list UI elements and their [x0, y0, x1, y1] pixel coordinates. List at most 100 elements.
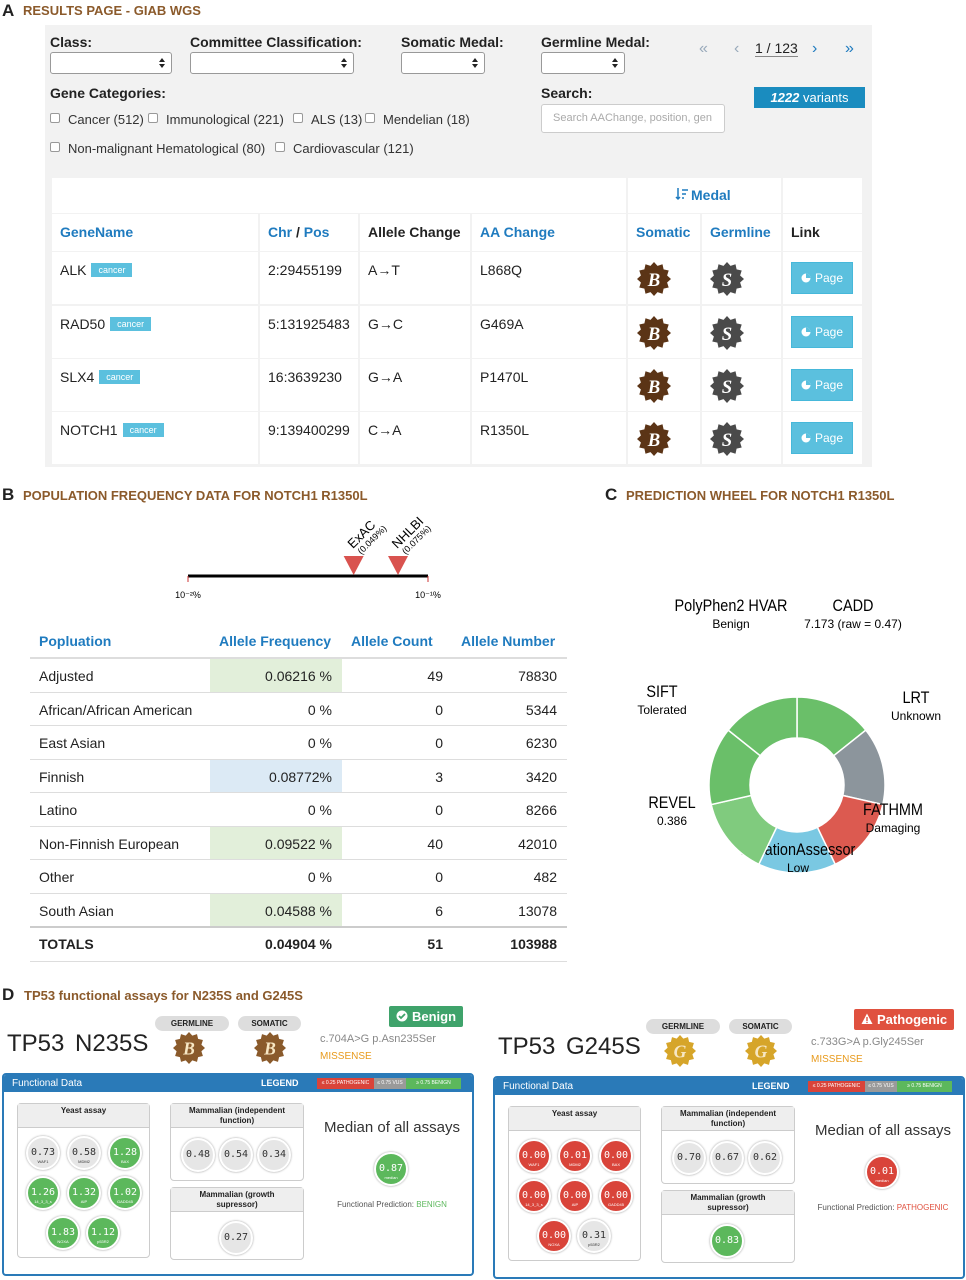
search-input[interactable]: Search AAChange, position, gen — [541, 104, 725, 133]
column-header[interactable]: Allele Count — [351, 633, 433, 649]
page-button[interactable]: Page — [791, 422, 853, 454]
filter-select[interactable] — [190, 52, 354, 74]
medal: B — [637, 316, 671, 350]
assay-circle: 0.00 AIP — [558, 1179, 592, 1213]
pagination-first[interactable]: « — [699, 40, 708, 57]
page-button-label[interactable]: Page — [814, 271, 844, 285]
checkbox[interactable] — [50, 142, 60, 152]
medal-letter: S — [722, 430, 732, 451]
column-header[interactable]: Somatic — [636, 224, 691, 240]
legend-item: ≤ 0.75 VUS — [374, 1078, 406, 1089]
wheel-segment — [727, 696, 798, 757]
medal-star — [710, 262, 744, 296]
functional-title: Functional Data — [503, 1081, 574, 1092]
assay-label: median — [875, 1178, 889, 1183]
assay-circle: 1.02 GADD45 — [108, 1176, 142, 1210]
assay-value: 0.27 — [223, 1232, 249, 1243]
table-cell — [260, 252, 358, 304]
medal: S — [710, 262, 744, 296]
page-button-label[interactable]: Page — [814, 378, 844, 392]
medal-letter: B — [647, 430, 660, 451]
assay-label: 14_3_3_s — [34, 1199, 52, 1204]
row-rule — [30, 960, 567, 962]
totals-rule — [30, 926, 567, 928]
assay-value: 0.70 — [676, 1152, 702, 1163]
assay-value: 1.83 — [50, 1227, 76, 1238]
assay-circle: 0.83 — [710, 1224, 744, 1258]
assay-label: AIP — [571, 1202, 579, 1207]
somatic-pill: SOMATIC — [729, 1019, 792, 1034]
medal-header[interactable]: Medal — [691, 187, 731, 203]
page-button[interactable]: Page — [791, 262, 853, 294]
table-cell — [52, 306, 258, 358]
legend-item: ≥ 0.75 BENIGN — [406, 1078, 461, 1089]
table-cell — [360, 252, 470, 304]
gene-tag: cancer — [122, 423, 164, 437]
header-chr[interactable]: Chr — [268, 224, 293, 240]
assay-value: 0.83 — [714, 1235, 740, 1246]
assay-value: 0.73 — [30, 1147, 56, 1158]
filter-select[interactable] — [401, 52, 485, 74]
table-text: 49 — [427, 668, 443, 684]
af-cell — [210, 659, 342, 693]
table-cell — [52, 178, 626, 213]
table-cell — [260, 359, 358, 411]
page-button-label[interactable]: Page — [814, 325, 844, 339]
header-pos[interactable]: Pos — [303, 224, 330, 240]
table-text: 5344 — [525, 701, 557, 718]
pagination-last[interactable]: » — [845, 40, 854, 57]
filter-select[interactable] — [541, 52, 625, 74]
germline-pill: GERMLINE — [155, 1016, 229, 1031]
checkbox[interactable] — [275, 142, 285, 152]
table-text: 0.06216 % — [265, 668, 332, 684]
checkbox[interactable] — [148, 113, 158, 123]
table-cell: Somatic — [628, 214, 700, 251]
column-header[interactable]: Germline — [710, 224, 771, 240]
table-text: 6230 — [525, 735, 557, 751]
row-rule — [30, 825, 567, 827]
position: 2:29455199 — [268, 262, 342, 278]
classification-badge: Pathogenic — [854, 1009, 955, 1030]
column-header[interactable]: Allele Frequency — [219, 633, 332, 649]
medal-letter: S — [722, 377, 732, 398]
pagination-prev[interactable]: ‹ — [734, 40, 740, 57]
pagination-next[interactable]: › — [812, 40, 818, 57]
frequency-track: 10⁻²% 10⁻¹% ExAC(0.049%) NHLBI(0.075%) — [175, 514, 441, 600]
column-header[interactable]: GeneName — [60, 224, 134, 240]
marker-label: NHLBI(0.075%) — [389, 514, 433, 557]
filter-select[interactable] — [50, 52, 172, 74]
predictor-detail: Damaging — [866, 821, 921, 835]
predictor-name: LRT — [902, 689, 929, 707]
legend-item: ≤ 0.25 PATHOGENIC — [317, 1078, 374, 1089]
column-header[interactable]: Allele Number — [461, 633, 556, 649]
column-header[interactable]: Popluation — [39, 633, 112, 649]
table-text: Other — [39, 869, 75, 885]
medal-letter: G — [674, 1041, 687, 1061]
column-header[interactable]: AA Change — [480, 224, 555, 240]
assay-circle: 0.70 — [672, 1141, 706, 1175]
gene-cell: SLX4 cancer — [60, 369, 141, 385]
predictor-detail: Tolerated — [637, 703, 686, 717]
page-button-label[interactable]: Page — [814, 431, 844, 445]
medal-star — [637, 262, 671, 296]
allele-change: G→C — [368, 316, 403, 332]
prediction-label: Functional Prediction: — [337, 1200, 415, 1209]
assay-value: 0.62 — [752, 1152, 778, 1163]
table-text: Non-Finnish European — [39, 835, 180, 852]
gene-cell: RAD50 cancer — [60, 316, 152, 332]
checkbox[interactable] — [365, 113, 375, 123]
assay-circle: 1.12 p53R2 — [86, 1216, 120, 1250]
medal-letter: B — [182, 1038, 195, 1058]
assay-value: 0.00 — [603, 1190, 629, 1201]
table-text: 0 % — [307, 735, 332, 751]
checkbox[interactable] — [293, 113, 303, 123]
aa-change: P1470L — [480, 369, 529, 385]
checkbox[interactable] — [50, 113, 60, 123]
page-button[interactable]: Page — [791, 316, 853, 348]
table-text: Latino — [39, 802, 78, 818]
track-tick-label: 10⁻¹% — [415, 590, 441, 600]
medal-star — [710, 369, 744, 403]
page-icon — [801, 273, 811, 283]
page-button[interactable]: Page — [791, 369, 853, 401]
